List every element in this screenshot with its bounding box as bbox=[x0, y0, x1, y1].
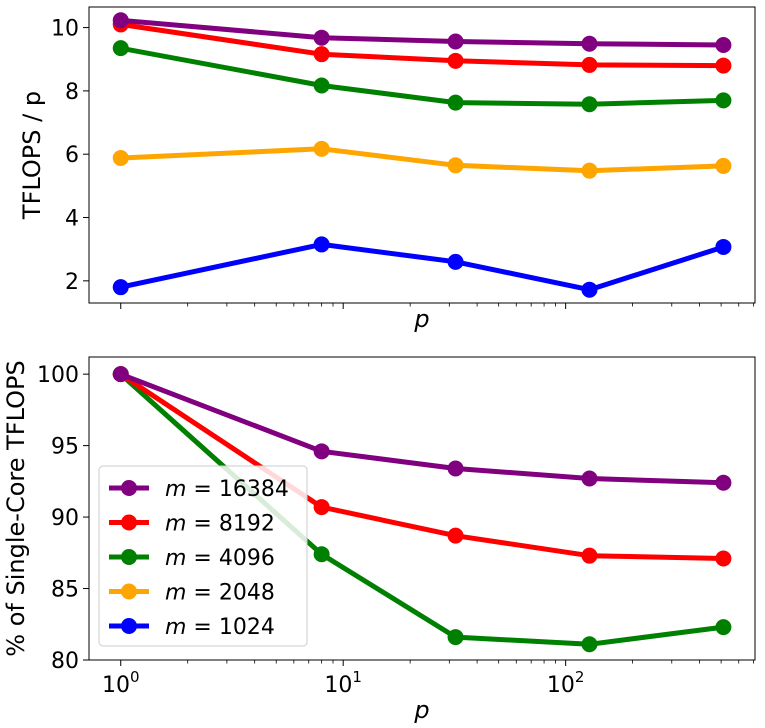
plot-frame bbox=[88, 6, 756, 304]
x-tick-label: 102 bbox=[547, 668, 585, 698]
series-m8192 bbox=[112, 366, 732, 567]
y-axis-label: % of Single-Core TFLOPS bbox=[2, 360, 30, 656]
legend-swatch-marker bbox=[121, 549, 137, 565]
data-point bbox=[313, 443, 330, 460]
data-point bbox=[447, 157, 464, 174]
chart-panel-1: 2 4 6 8 10 TFLOPS / p p bbox=[18, 6, 756, 333]
x-axis-label: p bbox=[413, 305, 429, 333]
y-tick-label: 80 bbox=[51, 649, 79, 674]
series-m1024 bbox=[112, 236, 732, 298]
x-tick-label: 100 bbox=[102, 668, 140, 698]
data-point bbox=[447, 629, 464, 646]
legend-label: m = 4096 bbox=[165, 546, 275, 571]
legend-swatch-marker bbox=[121, 618, 137, 634]
data-point bbox=[581, 470, 598, 487]
y-tick-label: 90 bbox=[51, 506, 79, 531]
data-point bbox=[313, 546, 330, 563]
series-m4096 bbox=[112, 40, 732, 113]
y-tick-label: 95 bbox=[51, 435, 79, 460]
legend-label: m = 2048 bbox=[165, 581, 275, 606]
data-point bbox=[581, 35, 598, 52]
legend-box bbox=[98, 465, 308, 647]
data-point bbox=[313, 140, 330, 157]
plot-frame bbox=[88, 356, 756, 661]
data-point bbox=[313, 499, 330, 516]
legend-label: m = 1024 bbox=[165, 615, 275, 640]
data-point bbox=[112, 366, 129, 383]
legend-label: m = 16384 bbox=[165, 477, 289, 502]
y-tick-label: 85 bbox=[51, 578, 79, 603]
data-point bbox=[715, 238, 732, 255]
data-point bbox=[447, 33, 464, 50]
data-point bbox=[715, 550, 732, 567]
legend: m = 16384 m = 8192 m = 4096 m = 2048 m = 102… bbox=[98, 465, 308, 647]
series-line bbox=[120, 146, 724, 174]
data-point bbox=[715, 92, 732, 109]
series-m16384 bbox=[112, 366, 732, 491]
data-point bbox=[715, 57, 732, 74]
y-tick-label: 4 bbox=[65, 207, 79, 232]
data-point bbox=[581, 162, 598, 179]
series-line bbox=[120, 241, 725, 293]
data-point bbox=[447, 460, 464, 477]
series-line bbox=[120, 45, 724, 107]
y-tick-label: 100 bbox=[37, 363, 79, 388]
data-point bbox=[715, 36, 732, 53]
data-point bbox=[715, 619, 732, 636]
legend-label: m = 8192 bbox=[165, 512, 275, 537]
legend-swatch-marker bbox=[121, 514, 137, 531]
series-line bbox=[120, 17, 724, 48]
series-m16384 bbox=[112, 12, 732, 53]
data-point bbox=[581, 547, 598, 564]
data-point bbox=[313, 46, 330, 63]
series-m8192 bbox=[112, 16, 732, 74]
data-point bbox=[581, 56, 598, 73]
y-tick-label: 6 bbox=[65, 143, 79, 168]
data-point bbox=[313, 77, 330, 94]
data-point bbox=[447, 52, 464, 69]
data-point bbox=[581, 96, 598, 113]
data-point bbox=[447, 94, 464, 111]
x-tick-label: 101 bbox=[324, 668, 362, 698]
data-point bbox=[112, 12, 129, 29]
x-axis-label: p bbox=[413, 696, 429, 724]
chart-panel-2: 80 85 90 95 100 100 101 102 % of Single-Core TFL… bbox=[2, 356, 756, 724]
data-point bbox=[112, 279, 129, 296]
data-point bbox=[715, 474, 732, 491]
data-point bbox=[581, 281, 598, 298]
legend-swatch-marker bbox=[121, 480, 137, 496]
series-m2048 bbox=[112, 140, 732, 179]
y-tick-label: 8 bbox=[65, 80, 79, 105]
data-point bbox=[313, 236, 330, 253]
data-point bbox=[715, 157, 732, 174]
data-point bbox=[313, 29, 330, 46]
y-tick-label: 10 bbox=[51, 17, 79, 42]
data-point bbox=[112, 40, 129, 57]
data-point bbox=[581, 636, 598, 653]
y-axis-label: TFLOPS / p bbox=[18, 91, 46, 220]
data-point bbox=[447, 253, 464, 270]
data-point bbox=[447, 527, 464, 544]
y-tick-label: 2 bbox=[65, 270, 79, 295]
data-point bbox=[112, 150, 129, 167]
legend-swatch-marker bbox=[121, 583, 137, 600]
